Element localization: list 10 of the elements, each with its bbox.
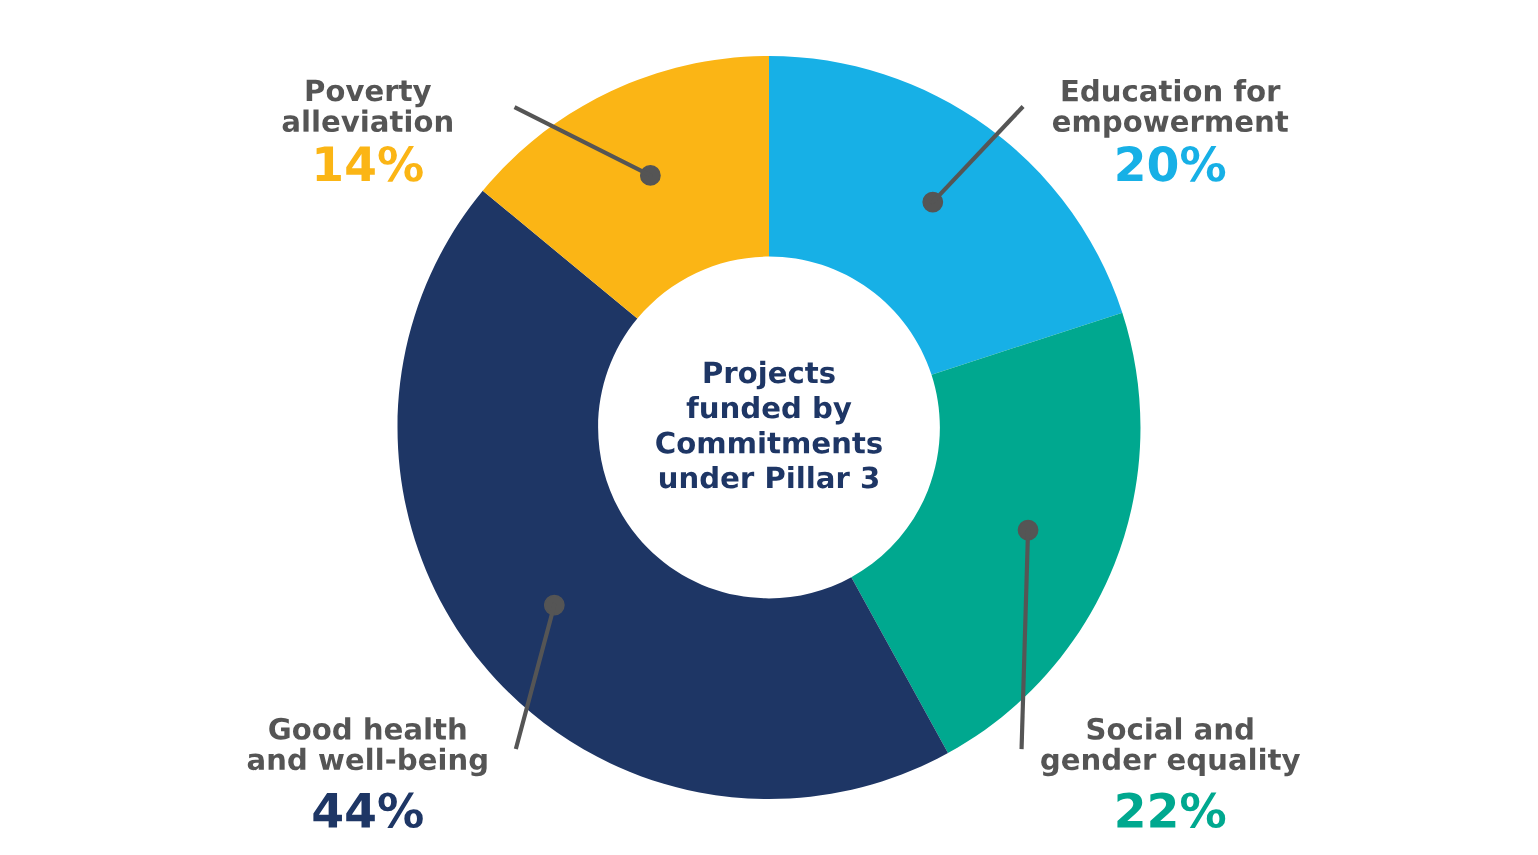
text: Projects funded by Commitments under Pillar 3 [656,360,882,489]
slice-label: Good health and well-being [247,717,487,777]
data-label: 22% [1117,792,1226,829]
slice-label: Poverty alleviation [282,79,452,133]
donut-slice [482,56,769,319]
data-label: 20% [1117,146,1226,182]
slice-label: Social and gender equality [1041,717,1301,777]
data-label: 44% [313,792,423,829]
data-label: 14% [316,146,423,182]
slice-label: Education for empowerment [1052,79,1289,138]
